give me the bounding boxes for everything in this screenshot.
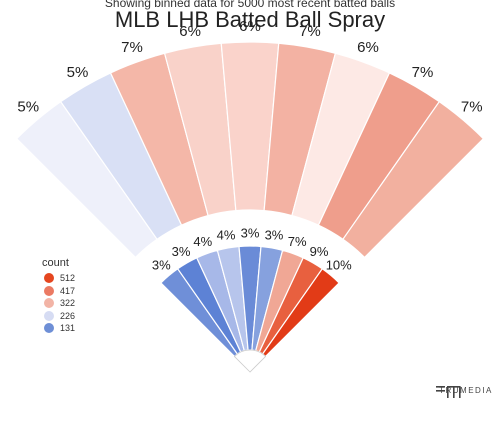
legend-label: 512 — [60, 273, 76, 283]
legend-label: 417 — [60, 285, 76, 296]
chart-subtitle: Showing binned data for 5000 most recent… — [104, 0, 396, 10]
outer-ring-segment-9 — [342, 100, 485, 259]
legend-label: 226 — [60, 310, 76, 321]
outer-ring-label-9: 7% — [461, 99, 483, 116]
outer-ring-label-4: 6% — [179, 23, 201, 40]
outer-ring-label-5: 6% — [239, 18, 261, 35]
outer-ring-label-2: 5% — [67, 64, 89, 81]
inner-ring-label-4: 4% — [217, 228, 236, 243]
legend-swatch — [44, 310, 54, 321]
inner-ring-label-6: 3% — [265, 228, 284, 243]
outer-ring-label-8: 7% — [412, 64, 434, 81]
inner-ring-label-9: 10% — [326, 258, 352, 273]
inner-ring-label-1: 3% — [152, 258, 171, 273]
legend-swatch — [44, 273, 54, 283]
legend-label: 322 — [60, 298, 76, 308]
brand-logo: TRUMEDIA — [436, 384, 496, 398]
trumedia-logo-icon — [436, 386, 461, 398]
legend-item: 512 — [44, 272, 76, 284]
inner-ring-label-5: 3% — [241, 225, 260, 240]
legend-swatch — [44, 323, 54, 333]
legend-swatch — [44, 298, 54, 308]
legend-title: count — [42, 257, 69, 269]
inner-ring-labels: 3%3%4% 4% 3% 3% 7%9%10% — [152, 225, 352, 272]
outer-ring — [15, 41, 485, 372]
legend-item: 226 — [44, 310, 76, 322]
home-plate — [233, 349, 267, 373]
inner-ring-label-7: 7% — [288, 234, 307, 249]
inner-ring-label-2: 3% — [172, 244, 191, 259]
inner-ring-label-3: 4% — [193, 234, 212, 249]
chart-title: MLB LHB Batted Ball Spray — [114, 7, 386, 32]
legend-item: 322 — [44, 297, 76, 309]
outer-ring-labels: 5% 5% 7% 6% 6% 7% 6% 7% 7% — [17, 18, 482, 116]
legend-item: 131 — [44, 322, 76, 334]
inner-ring-label-8: 9% — [310, 244, 329, 259]
outer-ring-label-1: 5% — [17, 99, 39, 116]
brand-name: TRUMEDIA — [439, 386, 493, 395]
inner-ring — [160, 245, 340, 373]
legend-label: 131 — [60, 323, 76, 333]
legend-item: 417 — [44, 285, 76, 297]
outer-ring-label-6: 7% — [299, 23, 321, 40]
outer-ring-label-3: 7% — [121, 39, 143, 56]
outer-ring-label-7: 6% — [357, 39, 379, 56]
legend-swatch — [44, 285, 54, 296]
